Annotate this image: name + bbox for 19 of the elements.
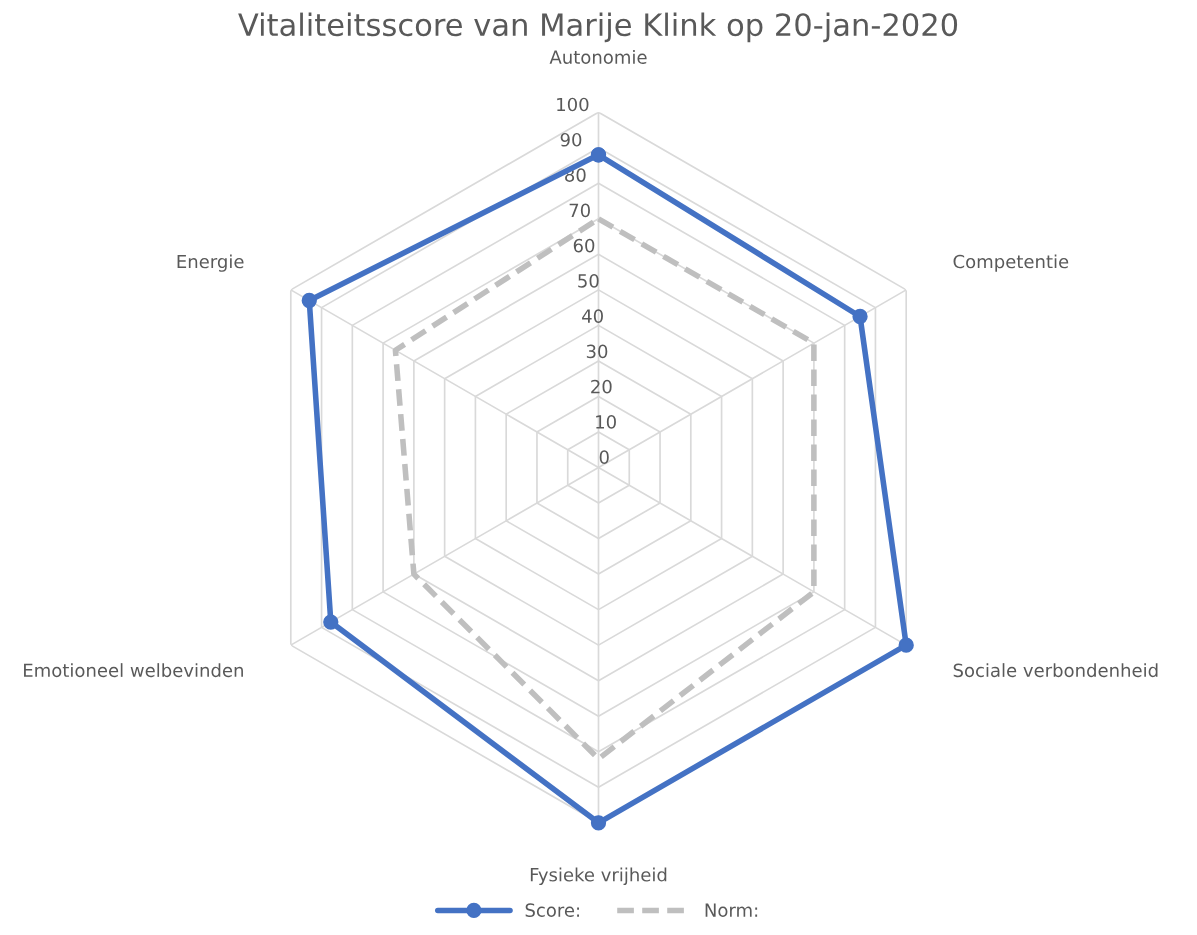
y-tick-label: 30 [586,344,608,359]
y-tick-label: 50 [578,274,599,288]
spoke-label: Sociale verbondenheid [953,663,1158,678]
legend-label: Score: [525,903,579,917]
y-tick-label: 0 [599,450,609,464]
legend-label: Norm: [705,903,758,917]
spoke-label: Competentie [953,254,1069,272]
chart-title: Vitaliteitsscore van Marije Klink op 20-jan-2020 [238,12,958,43]
y-tick-label: 10 [596,415,616,429]
spoke-label: Energie [177,254,244,272]
y-tick-label: 60 [573,238,595,253]
y-tick-label: 20 [591,379,612,394]
y-tick-label: 90 [560,132,582,147]
y-tick-label: 70 [569,203,590,218]
spoke-label: Autonomie [549,49,647,64]
y-tick-label: 40 [582,309,603,323]
y-tick-label: 100 [557,97,589,112]
spoke-label: Emotioneel welbevinden [24,663,243,678]
spoke-label: Fysieke vrijheid [530,867,667,886]
